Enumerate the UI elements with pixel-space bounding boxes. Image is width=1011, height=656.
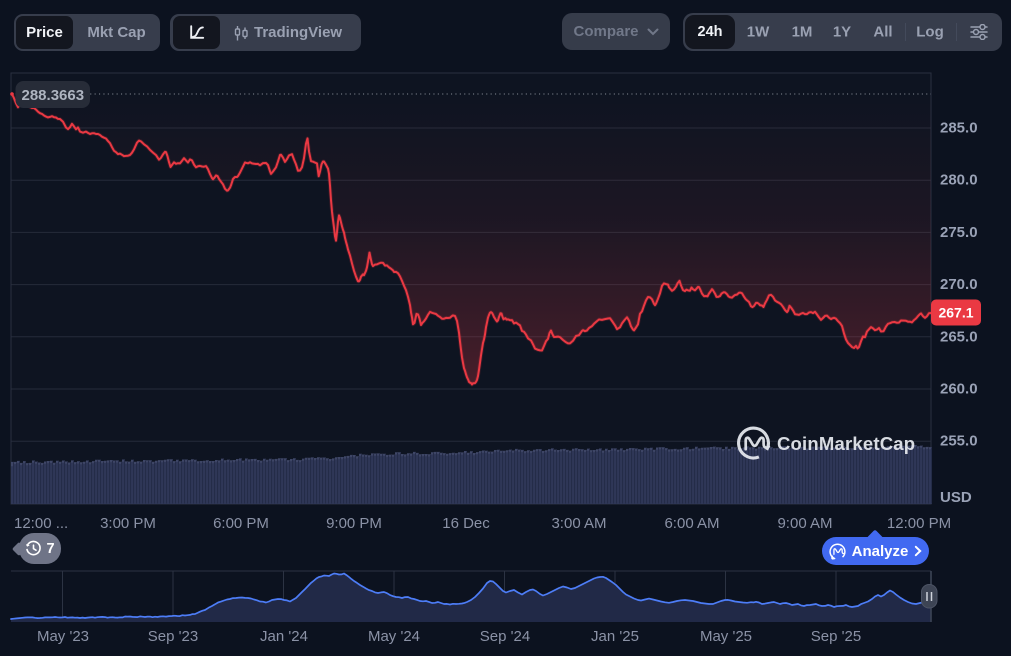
svg-text:280.0: 280.0 (940, 172, 978, 189)
svg-text:267.1: 267.1 (938, 305, 973, 321)
svg-text:275.0: 275.0 (940, 224, 978, 241)
svg-text:9:00 PM: 9:00 PM (326, 515, 382, 532)
svg-text:3:00 PM: 3:00 PM (100, 515, 156, 532)
svg-text:288.3663: 288.3663 (22, 87, 85, 104)
svg-text:CoinMarketCap: CoinMarketCap (777, 433, 915, 454)
svg-text:Sep '23: Sep '23 (148, 628, 198, 645)
svg-text:270.0: 270.0 (940, 276, 978, 293)
svg-text:May '25: May '25 (700, 628, 752, 645)
svg-text:12:00 ...: 12:00 ... (14, 515, 68, 532)
svg-text:255.0: 255.0 (940, 433, 978, 450)
svg-text:Jan '24: Jan '24 (260, 628, 308, 645)
svg-text:Sep '24: Sep '24 (480, 628, 530, 645)
svg-text:12:00 PM: 12:00 PM (887, 515, 951, 532)
svg-text:6:00 PM: 6:00 PM (213, 515, 269, 532)
svg-text:6:00 AM: 6:00 AM (664, 515, 719, 532)
svg-text:265.0: 265.0 (940, 328, 978, 345)
svg-text:USD: USD (940, 489, 972, 506)
svg-text:9:00 AM: 9:00 AM (777, 515, 832, 532)
svg-text:May '23: May '23 (37, 628, 89, 645)
svg-text:May '24: May '24 (368, 628, 420, 645)
svg-text:285.0: 285.0 (940, 120, 978, 137)
svg-text:16 Dec: 16 Dec (442, 515, 490, 532)
svg-text:260.0: 260.0 (940, 381, 978, 398)
svg-text:3:00 AM: 3:00 AM (551, 515, 606, 532)
svg-text:Sep '25: Sep '25 (811, 628, 861, 645)
svg-text:Jan '25: Jan '25 (591, 628, 639, 645)
